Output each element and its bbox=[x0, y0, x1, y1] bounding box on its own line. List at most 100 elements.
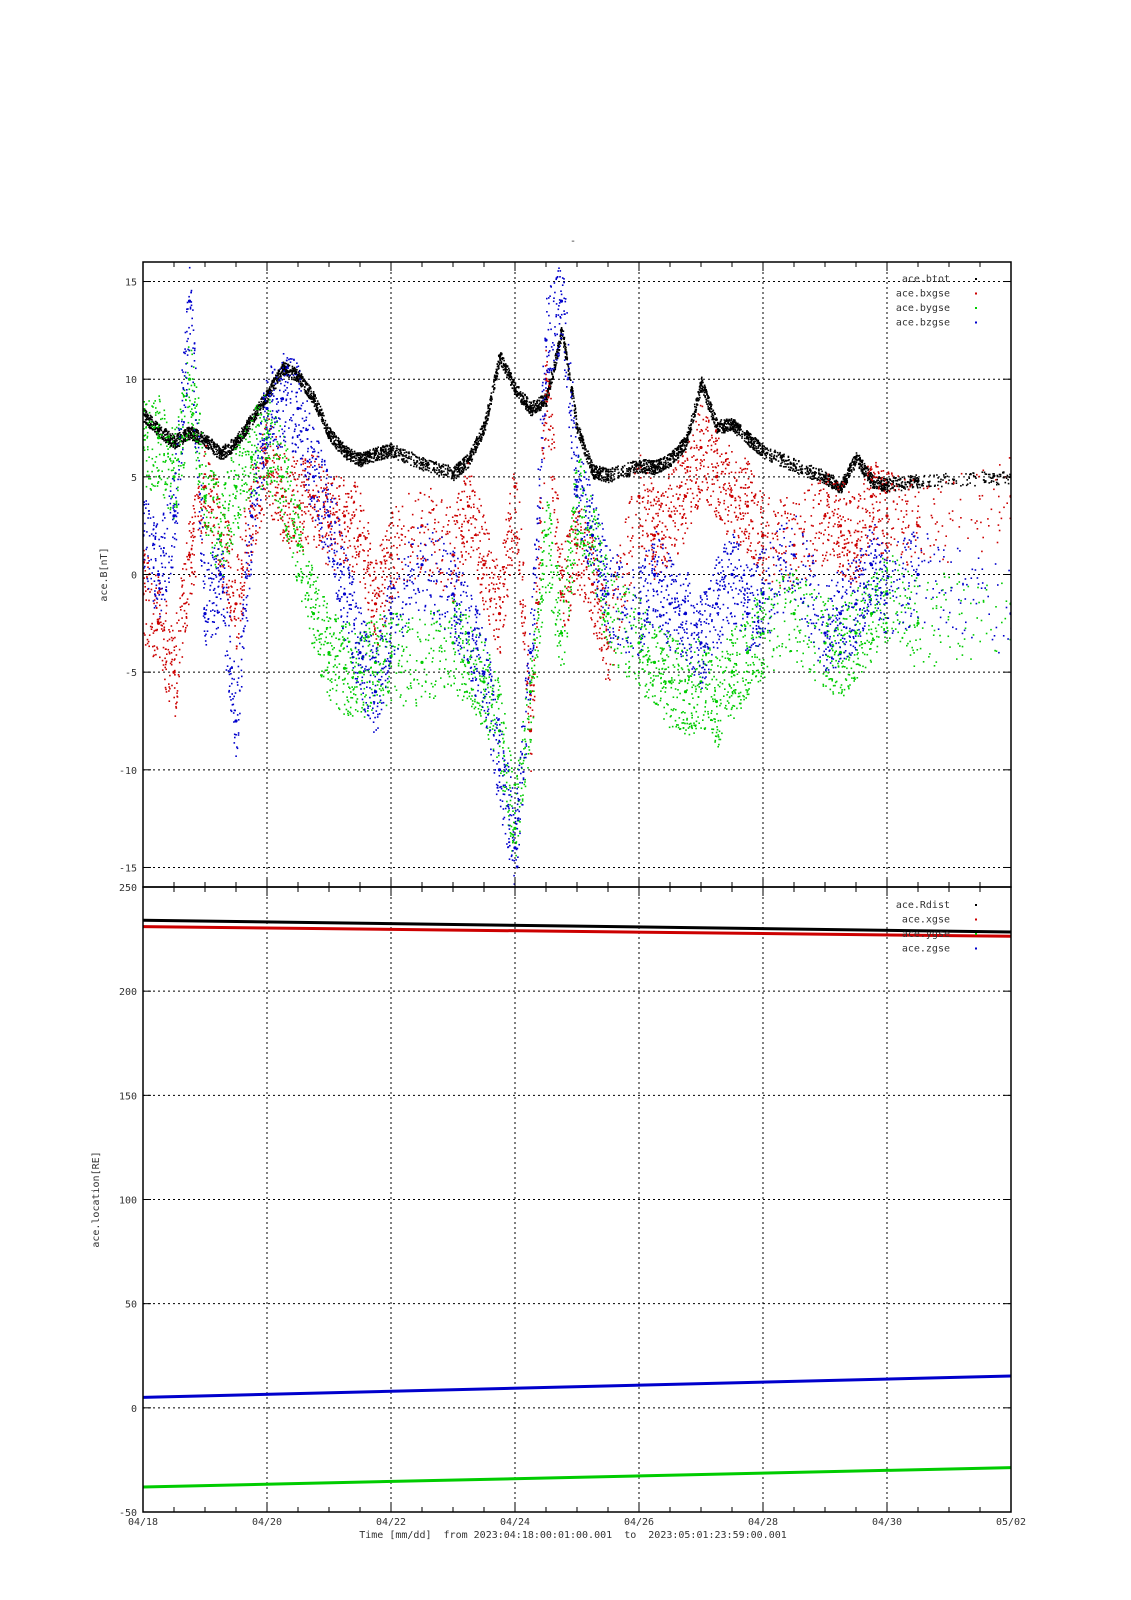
chart-mark bbox=[576, 423, 578, 425]
chart-mark bbox=[594, 476, 596, 479]
chart-mark bbox=[249, 415, 252, 417]
chart-mark bbox=[647, 461, 650, 464]
chart-mark bbox=[369, 452, 372, 455]
chart-mark bbox=[493, 383, 496, 386]
chart-mark bbox=[373, 456, 376, 458]
chart-mark bbox=[475, 451, 477, 453]
chart-mark bbox=[667, 466, 669, 468]
chart-mark bbox=[292, 370, 294, 372]
chart-mark bbox=[520, 394, 522, 396]
chart-mark bbox=[723, 430, 726, 432]
chart-mark bbox=[195, 439, 197, 441]
chart-mark bbox=[380, 458, 382, 461]
chart-mark bbox=[261, 404, 263, 406]
chart-mark bbox=[373, 457, 375, 460]
chart-mark bbox=[892, 480, 894, 483]
chart-mark bbox=[571, 389, 573, 391]
chart-mark bbox=[172, 446, 174, 448]
chart-mark bbox=[245, 430, 248, 433]
chart-mark bbox=[398, 452, 400, 455]
chart-mark bbox=[753, 442, 755, 444]
chart-mark bbox=[475, 438, 477, 441]
chart-mark bbox=[648, 472, 651, 474]
chart-mark bbox=[309, 385, 311, 388]
chart-mark bbox=[572, 392, 574, 395]
chart-mark bbox=[152, 424, 155, 426]
chart-mark bbox=[355, 459, 357, 462]
chart-mark bbox=[686, 443, 688, 446]
chart-mark bbox=[310, 390, 312, 393]
chart-mark bbox=[848, 469, 851, 471]
chart-mark bbox=[1002, 472, 1004, 474]
chart-mark bbox=[510, 378, 513, 380]
chart-mark bbox=[325, 431, 327, 433]
chart-mark bbox=[536, 405, 538, 407]
chart-mark bbox=[456, 475, 458, 478]
chart-mark bbox=[824, 471, 827, 474]
chart-mark bbox=[853, 462, 855, 464]
chart-mark bbox=[860, 470, 863, 472]
chart-mark bbox=[847, 473, 849, 475]
chart-mark bbox=[333, 442, 335, 445]
chart-mark bbox=[171, 437, 174, 440]
chart-mark bbox=[224, 448, 226, 450]
chart-mark bbox=[780, 458, 783, 460]
chart-mark bbox=[843, 479, 845, 482]
chart-mark bbox=[688, 432, 691, 435]
chart-mark bbox=[761, 445, 764, 448]
chart-mark bbox=[525, 402, 527, 404]
chart-mark bbox=[639, 471, 642, 474]
chart-mark bbox=[858, 466, 861, 468]
chart-mark bbox=[798, 465, 801, 468]
chart-mark bbox=[256, 407, 258, 409]
chart-mark bbox=[531, 409, 534, 412]
chart-mark bbox=[345, 454, 348, 456]
chart-mark bbox=[794, 470, 797, 472]
chart-mark bbox=[975, 477, 977, 479]
chart-mark bbox=[705, 398, 707, 401]
chart-mark bbox=[150, 424, 153, 426]
chart-mark bbox=[558, 346, 560, 348]
chart-mark bbox=[343, 454, 346, 457]
chart-mark bbox=[224, 453, 226, 455]
chart-mark bbox=[888, 490, 891, 493]
chart-mark bbox=[821, 481, 824, 484]
chart-mark bbox=[300, 374, 303, 377]
chart-mark bbox=[996, 474, 999, 477]
chart-mark bbox=[218, 456, 221, 459]
chart-mark bbox=[941, 485, 943, 488]
chart-mark bbox=[274, 377, 277, 380]
chart-mark bbox=[216, 456, 218, 458]
chart-mark bbox=[563, 341, 566, 343]
chart-mark bbox=[632, 461, 634, 464]
chart-mark bbox=[338, 437, 340, 440]
chart-mark bbox=[382, 454, 385, 456]
chart-mark bbox=[565, 358, 567, 360]
chart-mark bbox=[363, 457, 366, 459]
chart-mark bbox=[395, 447, 398, 450]
chart-mark bbox=[555, 354, 557, 356]
chart-mark bbox=[584, 454, 586, 457]
chart-mark bbox=[725, 420, 727, 423]
chart-mark bbox=[332, 436, 334, 438]
chart-mark bbox=[1035, 475, 1037, 477]
chart-mark bbox=[208, 447, 210, 449]
chart-mark bbox=[823, 480, 825, 482]
chart-mark bbox=[298, 372, 300, 375]
chart-mark bbox=[741, 433, 743, 435]
chart-mark bbox=[751, 443, 753, 445]
chart-mark bbox=[708, 408, 711, 411]
chart-mark bbox=[392, 456, 395, 458]
chart-mark bbox=[232, 448, 235, 451]
chart-mark bbox=[243, 426, 245, 428]
chart-mark bbox=[455, 466, 458, 469]
chart-mark bbox=[725, 427, 727, 429]
chart-mark bbox=[203, 444, 206, 447]
chart-mark bbox=[727, 420, 729, 423]
chart-mark bbox=[241, 428, 244, 431]
chart-mark bbox=[568, 373, 571, 376]
chart-mark bbox=[969, 482, 971, 484]
chart-mark bbox=[672, 458, 675, 460]
chart-mark bbox=[1030, 471, 1032, 473]
chart-mark bbox=[853, 469, 855, 471]
